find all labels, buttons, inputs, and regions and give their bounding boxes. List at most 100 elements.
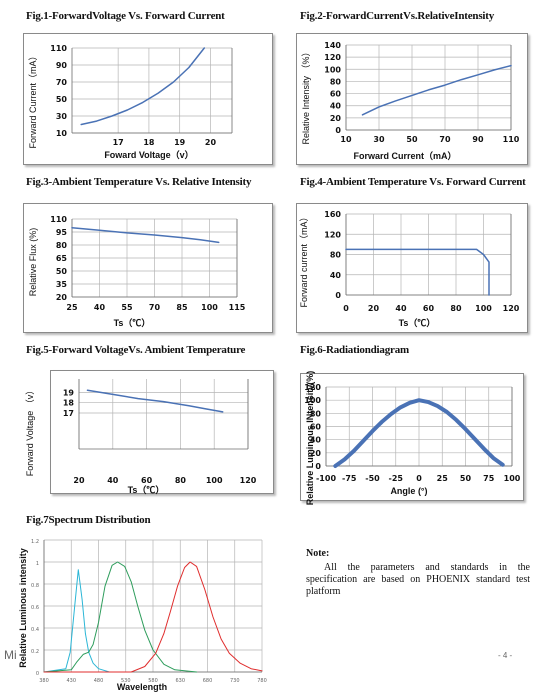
series-line (43, 569, 110, 673)
y-tick-label: 80 (310, 409, 322, 418)
x-tick-label: 60 (141, 476, 153, 485)
x-tick-label: 20 (205, 138, 217, 147)
y-tick-label: 18 (63, 399, 75, 408)
stray-text: Mi (4, 648, 17, 662)
y-tick-label: 10 (56, 129, 68, 138)
y-tick-label: 100 (304, 396, 321, 405)
fig6-title: Fig.6-Radiationdiagram (300, 344, 409, 356)
x-tick-label: 380 (39, 678, 49, 684)
y-axis-label: Forward current（mA） (299, 212, 309, 307)
y-tick-label: 80 (330, 251, 342, 260)
fig4-title: Fig.4-Ambient Temperature Vs. Forward Cu… (300, 176, 526, 188)
x-tick-label: 530 (121, 678, 131, 684)
x-tick-label: 50 (406, 135, 418, 144)
x-tick-label: 110 (503, 135, 520, 144)
y-tick-label: 120 (324, 230, 341, 239)
x-tick-label: 40 (94, 303, 106, 312)
y-axis-label: Relative Intensity （%） (301, 47, 311, 144)
y-tick-label: 60 (330, 90, 342, 99)
x-axis-label: Forward Current（mA） (353, 151, 456, 161)
x-axis-label: Angle (°) (390, 486, 427, 496)
x-tick-label: 85 (176, 303, 188, 312)
y-tick-label: 0.2 (31, 649, 39, 655)
x-tick-label: 40 (107, 476, 119, 485)
x-axis-label: Ts（℃） (128, 485, 165, 495)
y-tick-label: 95 (56, 228, 68, 237)
y-tick-label: 110 (50, 215, 67, 224)
x-tick-label: 80 (450, 304, 462, 313)
y-tick-label: 20 (56, 293, 68, 302)
fig5-chart: 20 40 60 80 100 120 17 18 19 Ts（℃） Forward Voltage… (25, 370, 274, 495)
y-tick-label: 19 (63, 388, 75, 397)
x-tick-label: 0 (416, 474, 422, 483)
x-tick-label: -50 (365, 474, 380, 483)
y-tick-label: 40 (310, 436, 322, 445)
y-tick-label: 0 (315, 462, 321, 471)
page-number: - 4 - (498, 651, 513, 660)
y-tick-label: 110 (50, 44, 67, 53)
y-tick-label: 30 (56, 112, 68, 121)
x-tick-label: 70 (439, 135, 451, 144)
y-axis-label: Relative Luminous intensity (18, 548, 28, 668)
fig6-chart: -100 -75 -50 -25 0 25 50 75 100 0 20 40 60 80 100 120 An… (300, 371, 524, 505)
x-tick-label: 120 (503, 304, 520, 313)
fig3-chart: 25 40 55 70 85 100 115 20 35 50 65 80 95 110 Ts（℃） Rela… (23, 203, 273, 333)
x-tick-label: 120 (240, 476, 257, 485)
x-tick-label: 480 (94, 678, 104, 684)
x-tick-label: 100 (504, 474, 521, 483)
series-line (80, 47, 206, 126)
y-tick-label: 20 (330, 114, 342, 123)
y-tick-label: 50 (56, 95, 68, 104)
x-tick-label: 55 (121, 303, 133, 312)
note-title: Note: (306, 548, 330, 559)
x-tick-label: 115 (229, 303, 246, 312)
note-body: All the parameters and standards in the … (306, 562, 530, 597)
y-tick-label: 0.4 (31, 627, 39, 633)
x-tick-label: 70 (149, 303, 161, 312)
y-tick-label: 80 (330, 77, 342, 86)
y-tick-label: 100 (324, 65, 341, 74)
x-tick-label: 100 (201, 303, 218, 312)
x-tick-label: 18 (143, 138, 155, 147)
x-tick-label: 50 (460, 474, 472, 483)
x-tick-label: 20 (73, 476, 85, 485)
fig1-title: Fig.1-ForwardVoltage Vs. Forward Current (26, 10, 225, 22)
x-tick-label: 100 (475, 304, 492, 313)
x-tick-label: 10 (340, 135, 352, 144)
y-tick-label: 0 (335, 126, 341, 135)
x-tick-label: -100 (316, 474, 336, 483)
y-tick-label: 50 (56, 267, 68, 276)
x-tick-label: 75 (483, 474, 495, 483)
y-tick-label: 40 (330, 271, 342, 280)
y-tick-label: 35 (56, 280, 68, 289)
fig3-title: Fig.3-Ambient Temperature Vs. Relative I… (26, 176, 252, 188)
x-tick-label: 680 (203, 678, 213, 684)
x-axis-label: Ts（℃） (399, 318, 436, 328)
x-tick-label: 90 (472, 135, 484, 144)
y-tick-label: 160 (324, 210, 341, 219)
x-tick-label: 25 (66, 303, 78, 312)
x-tick-label: 40 (395, 304, 407, 313)
x-tick-label: 30 (373, 135, 385, 144)
y-tick-label: 20 (310, 449, 322, 458)
series-line (361, 64, 512, 116)
x-tick-label: 25 (437, 474, 449, 483)
y-tick-label: 120 (324, 53, 341, 62)
x-tick-label: -25 (389, 474, 404, 483)
y-axis-label: Relative Flux (%) (28, 228, 38, 297)
x-tick-label: 630 (175, 678, 185, 684)
y-axis-label: Forward Current（mA） (28, 51, 38, 148)
y-tick-label: 0 (36, 671, 39, 677)
fig2-chart: 10 30 50 70 90 110 0 20 40 60 80 100 120 140 Forward C… (296, 33, 528, 165)
fig7-chart: 380 430 480 530 580 630 680 730 780 0 0.2 0.4 0.6 0.8… (18, 530, 280, 694)
y-axis-label: Forward Voltage （v） (25, 386, 35, 477)
x-tick-label: 430 (66, 678, 76, 684)
y-tick-label: 60 (310, 423, 322, 432)
y-tick-label: 65 (56, 254, 68, 263)
series-line (345, 248, 490, 296)
y-tick-label: 140 (324, 41, 341, 50)
series-line (71, 226, 220, 244)
y-tick-label: 70 (56, 78, 68, 87)
series-line (43, 561, 198, 673)
x-tick-label: 20 (368, 304, 380, 313)
